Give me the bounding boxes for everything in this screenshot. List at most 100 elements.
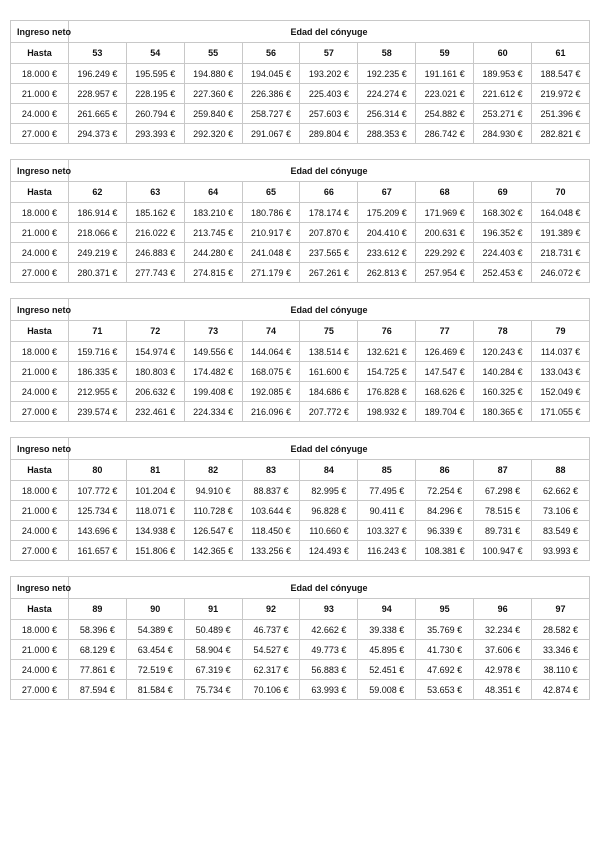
age-cell: 76: [357, 320, 417, 342]
value-cell: 232.461 €: [125, 401, 185, 422]
value-cell: 192.235 €: [357, 63, 417, 84]
age-cell: 88: [531, 459, 590, 481]
table-row: 18.000 €186.914 €185.162 €183.210 €180.7…: [10, 202, 590, 223]
value-cell: 274.815 €: [183, 262, 243, 283]
age-cell: 80: [67, 459, 127, 481]
age-cell: 94: [357, 598, 417, 620]
value-cell: 175.209 €: [357, 202, 417, 223]
value-cell: 292.320 €: [183, 123, 243, 144]
value-cell: 195.595 €: [125, 63, 185, 84]
value-cell: 241.048 €: [241, 242, 301, 263]
age-row: Hasta 62 63 64 65 66 67 68 69 70: [10, 181, 590, 203]
age-cell: 84: [299, 459, 359, 481]
value-cell: 110.728 €: [183, 500, 243, 521]
age-cell: 75: [299, 320, 359, 342]
age-header: Edad del cónyuge: [67, 298, 591, 321]
value-cell: 262.813 €: [357, 262, 417, 283]
value-cell: 188.547 €: [531, 63, 590, 84]
value-cell: 138.514 €: [299, 341, 359, 362]
value-cell: 96.339 €: [415, 520, 475, 541]
table-row: 21.000 €125.734 €118.071 €110.728 €103.6…: [10, 500, 590, 521]
value-cell: 288.353 €: [357, 123, 417, 144]
value-cell: 108.381 €: [415, 540, 475, 561]
value-cell: 207.772 €: [299, 401, 359, 422]
age-cell: 74: [241, 320, 301, 342]
pension-table: Ingreso neto Edad del cónyuge Hasta 89 90 91 9…: [10, 576, 591, 700]
value-cell: 180.786 €: [241, 202, 301, 223]
age-cell: 58: [357, 42, 417, 64]
value-cell: 223.021 €: [415, 83, 475, 104]
income-header: Ingreso neto: [10, 298, 71, 321]
age-header: Edad del cónyuge: [67, 437, 591, 460]
age-cell: 87: [473, 459, 533, 481]
value-cell: 143.696 €: [67, 520, 127, 541]
value-cell: 282.821 €: [531, 123, 590, 144]
income-cell: 27.000 €: [10, 401, 69, 422]
age-cell: 59: [415, 42, 475, 64]
row-header: Hasta: [10, 320, 69, 342]
value-cell: 267.261 €: [299, 262, 359, 283]
value-cell: 258.727 €: [241, 103, 301, 124]
value-cell: 228.957 €: [67, 83, 127, 104]
age-cell: 70: [531, 181, 590, 203]
age-cell: 79: [531, 320, 590, 342]
value-cell: 54.389 €: [125, 619, 185, 640]
value-cell: 251.396 €: [531, 103, 590, 124]
income-header: Ingreso neto: [10, 20, 71, 43]
value-cell: 84.296 €: [415, 500, 475, 521]
age-cell: 71: [67, 320, 127, 342]
value-cell: 261.665 €: [67, 103, 127, 124]
age-cell: 68: [415, 181, 475, 203]
age-cell: 66: [299, 181, 359, 203]
value-cell: 221.612 €: [473, 83, 533, 104]
value-cell: 193.202 €: [299, 63, 359, 84]
table-row: 27.000 €280.371 €277.743 €274.815 €271.1…: [10, 262, 590, 283]
value-cell: 225.403 €: [299, 83, 359, 104]
income-cell: 18.000 €: [10, 619, 69, 640]
pension-table: Ingreso neto Edad del cónyuge Hasta 62 63 64 6…: [10, 159, 591, 283]
value-cell: 224.334 €: [183, 401, 243, 422]
value-cell: 75.734 €: [183, 679, 243, 700]
value-cell: 33.346 €: [531, 639, 590, 660]
value-cell: 87.594 €: [67, 679, 127, 700]
value-cell: 133.256 €: [241, 540, 301, 561]
age-cell: 83: [241, 459, 301, 481]
pension-table: Ingreso neto Edad del cónyuge Hasta 53 54 55 5…: [10, 20, 591, 144]
value-cell: 178.174 €: [299, 202, 359, 223]
value-cell: 198.932 €: [357, 401, 417, 422]
value-cell: 293.393 €: [125, 123, 185, 144]
value-cell: 228.195 €: [125, 83, 185, 104]
table-row: 21.000 €228.957 €228.195 €227.360 €226.3…: [10, 83, 590, 104]
row-header: Hasta: [10, 598, 69, 620]
value-cell: 229.292 €: [415, 242, 475, 263]
value-cell: 46.737 €: [241, 619, 301, 640]
value-cell: 125.734 €: [67, 500, 127, 521]
value-cell: 161.657 €: [67, 540, 127, 561]
value-cell: 88.837 €: [241, 480, 301, 501]
value-cell: 257.603 €: [299, 103, 359, 124]
table-row: 24.000 €212.955 €206.632 €199.408 €192.0…: [10, 381, 590, 402]
header-row: Ingreso neto Edad del cónyuge: [10, 159, 591, 182]
value-cell: 149.556 €: [183, 341, 243, 362]
value-cell: 52.451 €: [357, 659, 417, 680]
value-cell: 132.621 €: [357, 341, 417, 362]
value-cell: 249.219 €: [67, 242, 127, 263]
age-cell: 81: [125, 459, 185, 481]
income-cell: 21.000 €: [10, 222, 69, 243]
value-cell: 161.600 €: [299, 361, 359, 382]
value-cell: 189.704 €: [415, 401, 475, 422]
age-cell: 64: [183, 181, 243, 203]
header-row: Ingreso neto Edad del cónyuge: [10, 20, 591, 43]
value-cell: 259.840 €: [183, 103, 243, 124]
value-cell: 256.314 €: [357, 103, 417, 124]
value-cell: 171.055 €: [531, 401, 590, 422]
table-row: 27.000 €239.574 €232.461 €224.334 €216.0…: [10, 401, 590, 422]
age-cell: 90: [125, 598, 185, 620]
value-cell: 151.806 €: [125, 540, 185, 561]
value-cell: 101.204 €: [125, 480, 185, 501]
age-row: Hasta 80 81 82 83 84 85 86 87 88: [10, 459, 590, 481]
age-cell: 93: [299, 598, 359, 620]
value-cell: 67.319 €: [183, 659, 243, 680]
value-cell: 110.660 €: [299, 520, 359, 541]
value-cell: 93.993 €: [531, 540, 590, 561]
